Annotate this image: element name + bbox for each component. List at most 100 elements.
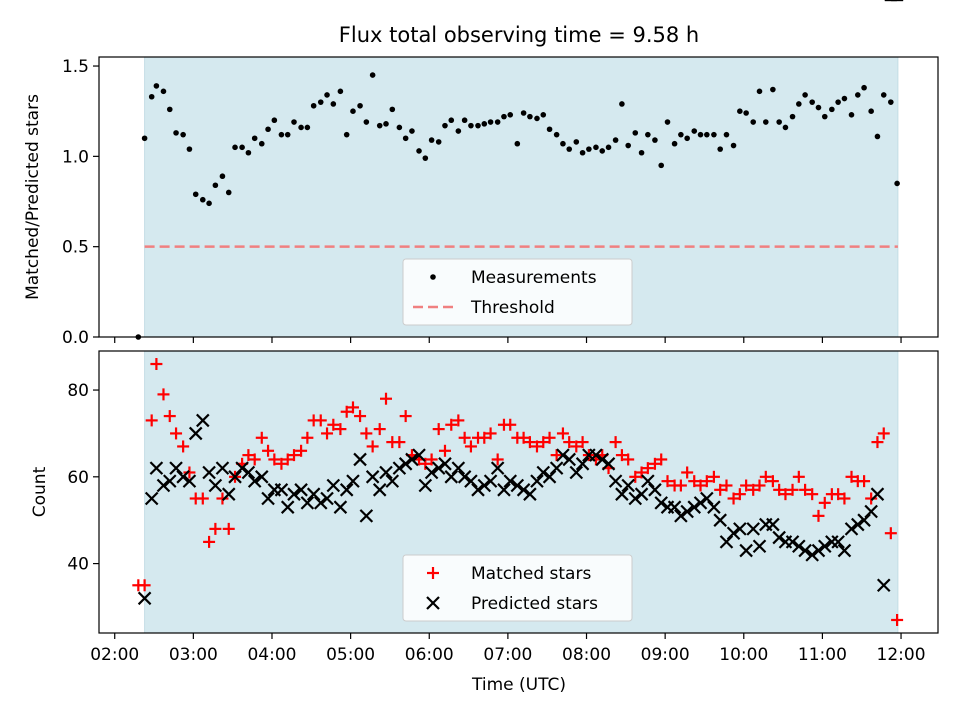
measurement-point	[750, 119, 757, 125]
x-marker-stroke-b	[294, 483, 308, 497]
x-marker-stroke-b	[241, 465, 256, 480]
measurement-point	[534, 115, 540, 122]
measurement-point	[782, 124, 789, 131]
predicted-star-point	[817, 539, 832, 554]
predicted-star-point	[503, 474, 518, 488]
matched-star-point	[222, 522, 235, 535]
x-axis-label: Time (UTC)	[471, 675, 566, 695]
x-marker-stroke-b	[235, 461, 249, 475]
measurement-point	[821, 113, 828, 120]
predicted-star-point	[149, 461, 164, 475]
measurement-point	[638, 149, 645, 156]
bottom-x-axis: 02:00 03:00 04:00 05:00 06:00 07:00 08:00 09:00…	[90, 633, 926, 665]
predicted-star-point	[457, 470, 472, 484]
predicted-star-point	[287, 487, 301, 501]
x-marker-stroke-b	[188, 426, 203, 441]
measurement-point	[874, 133, 881, 140]
matched-star-point	[295, 444, 308, 457]
predicted-star-point	[477, 478, 492, 493]
predicted-star-point	[654, 496, 668, 510]
x-marker-stroke-b	[320, 491, 334, 506]
measurement-point	[160, 88, 167, 95]
matched-star-point	[845, 470, 858, 483]
x-marker-stroke-b	[615, 487, 629, 501]
matched-star-point	[550, 449, 563, 462]
x-marker-stroke-b	[228, 470, 242, 484]
matched-star-markers	[132, 358, 904, 626]
matched-star-point	[340, 405, 353, 418]
measurement-point	[357, 102, 363, 109]
predicted-star-point	[851, 517, 865, 532]
predicted-star-point	[464, 474, 478, 488]
measurement-point	[304, 124, 311, 131]
matched-star-point	[138, 579, 151, 592]
matched-star-point	[806, 488, 819, 501]
matched-star-point	[733, 488, 746, 501]
x-marker-stroke-b	[805, 548, 819, 562]
matched-star-point	[537, 436, 550, 449]
x-marker-stroke-b	[379, 465, 393, 480]
legend-label-predicted: Predicted stars	[471, 594, 598, 614]
legend-marker-predicted	[426, 596, 440, 610]
measurement-point	[566, 146, 573, 152]
x-marker-stroke-b	[339, 483, 354, 497]
x-marker-stroke-b	[516, 483, 531, 497]
measurement-point	[756, 88, 763, 95]
matched-star-point	[700, 475, 713, 488]
bottom-y-axis-label: Count	[30, 466, 50, 517]
matched-star-point	[858, 475, 871, 488]
measurement-point	[612, 137, 619, 143]
matched-star-point	[354, 410, 367, 423]
matched-star-point	[458, 431, 471, 444]
matched-star-point	[334, 423, 347, 436]
predicted-star-point	[542, 470, 557, 484]
x-marker-stroke-b	[215, 461, 230, 475]
y-tick-label: 1.0	[62, 147, 89, 167]
x-marker-stroke-b	[634, 487, 649, 501]
measurement-points	[135, 72, 900, 340]
predicted-star-point	[621, 478, 635, 493]
x-marker-stroke-b	[680, 504, 694, 519]
matched-star-point	[216, 492, 229, 505]
x-marker-stroke-b	[549, 461, 564, 475]
x-marker-stroke-b	[247, 474, 262, 488]
measurement-point	[455, 128, 462, 134]
measurement-point	[409, 128, 415, 134]
x-marker-stroke-b	[562, 452, 576, 467]
x-marker-stroke-b	[438, 457, 452, 471]
matched-star-point	[688, 475, 701, 488]
x-marker-stroke-b	[621, 478, 635, 493]
predicted-star-point	[608, 474, 623, 488]
measurement-point	[310, 102, 317, 109]
x-marker-stroke-b	[287, 487, 301, 501]
matched-star-point	[301, 431, 314, 444]
predicted-star-point	[831, 535, 845, 549]
matched-star-point	[629, 470, 642, 483]
measurement-point	[514, 140, 521, 147]
predicted-star-point	[483, 474, 498, 488]
predicted-star-point	[333, 500, 348, 514]
measurement-point	[416, 148, 422, 154]
x-marker-stroke-b	[497, 483, 511, 497]
x-marker-stroke-b	[772, 530, 786, 545]
measurement-point	[428, 137, 435, 143]
matched-star-point	[727, 492, 740, 505]
matched-star-point	[884, 527, 897, 540]
matched-star-point	[871, 436, 884, 449]
predicted-star-point	[235, 461, 249, 475]
x-tick-label: 04:00	[247, 645, 296, 665]
measurement-point	[376, 122, 383, 129]
x-marker-stroke-b	[274, 483, 289, 497]
measurement-point	[704, 131, 710, 138]
predicted-star-point	[365, 470, 380, 484]
measurement-point	[239, 144, 245, 151]
x-marker-stroke-b	[870, 487, 885, 501]
predicted-star-point	[490, 461, 505, 475]
measurement-point	[337, 88, 344, 95]
measurement-point	[232, 144, 238, 151]
measurement-point	[802, 92, 808, 98]
measurement-point	[245, 149, 252, 156]
matched-star-point	[648, 457, 661, 470]
measurement-point	[383, 121, 389, 127]
x-marker-stroke-b	[353, 452, 367, 467]
